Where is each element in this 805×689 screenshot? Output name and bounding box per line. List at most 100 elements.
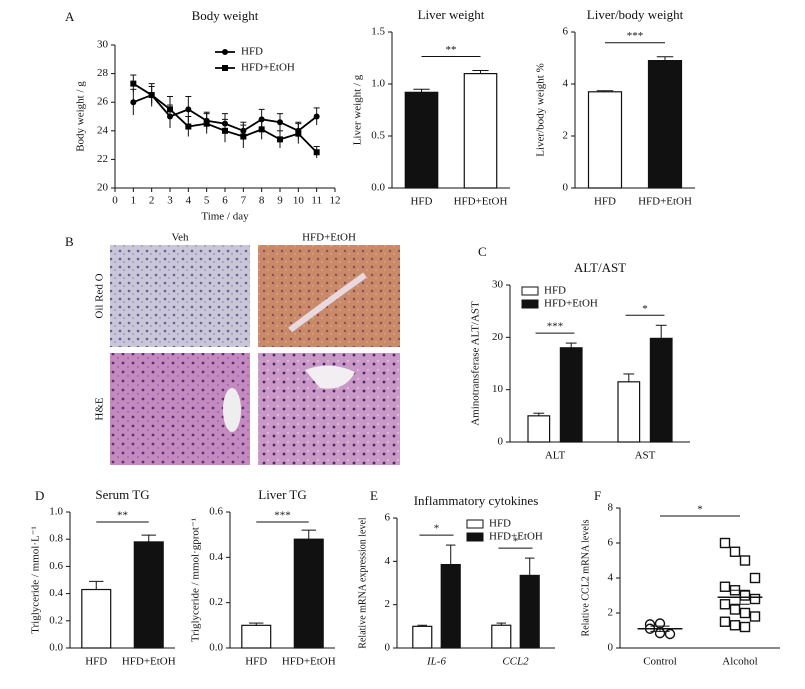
x-tick-label: HFD+EtOH — [122, 656, 176, 668]
chart-title: Inflammatory cytokines — [414, 493, 539, 508]
marker — [719, 581, 731, 592]
marker — [222, 49, 228, 55]
x-tick-label: 0 — [112, 195, 118, 207]
bar — [527, 415, 551, 443]
bar — [241, 624, 272, 649]
x-tick-label: 7 — [241, 195, 247, 207]
bar — [412, 625, 433, 649]
y-tick-label: 30 — [97, 39, 109, 51]
marker — [240, 133, 247, 140]
marker — [277, 136, 283, 143]
marker — [130, 99, 137, 106]
x-tick-label: 11 — [311, 195, 322, 207]
marker — [664, 628, 676, 640]
y-tick-label: 0.6 — [209, 506, 223, 518]
y-tick-label: 0.0 — [371, 182, 385, 194]
x-tick-label: 5 — [204, 195, 210, 207]
row-label: H&E — [94, 397, 106, 421]
panel-letter: B — [65, 234, 74, 249]
chart-title: Body weight — [192, 8, 259, 23]
vessel — [305, 365, 355, 389]
marker — [749, 611, 761, 622]
x-tick-label: 1 — [131, 195, 137, 207]
y-tick-label: 0.2 — [209, 596, 223, 608]
significance: * — [697, 504, 703, 516]
x-tick-label: 4 — [186, 195, 192, 207]
bar — [647, 59, 683, 189]
x-tick-label: CCL2 — [502, 656, 529, 668]
y-tick-label: 28 — [97, 67, 109, 79]
x-tick-label: ALT — [545, 450, 566, 462]
y-axis-label: Liver/body weight % — [535, 63, 547, 156]
y-axis-label: Body weight / g — [75, 81, 87, 152]
x-tick-label: Control — [643, 656, 677, 668]
x-tick-label: HFD+EtOH — [454, 196, 508, 208]
bar — [559, 347, 583, 443]
y-tick-label: 6 — [563, 26, 569, 38]
y-axis-label: Relative CCL2 mRNA levels — [580, 519, 591, 636]
x-tick-label: HFD — [594, 196, 616, 208]
y-tick-label: 1.5 — [371, 26, 385, 38]
bar — [649, 337, 673, 443]
marker — [719, 616, 731, 627]
y-axis-label: Aminotransferase ALT/AST — [470, 301, 482, 426]
panel-letter: F — [594, 488, 601, 503]
x-tick-label: AST — [635, 450, 656, 462]
marker — [313, 113, 320, 120]
image — [110, 245, 250, 347]
significance: *** — [274, 510, 291, 522]
x-tick-label: HFD+EtOH — [638, 196, 692, 208]
x-tick-label: 9 — [277, 195, 283, 207]
y-tick-label: 4 — [608, 572, 614, 584]
column-label: Veh — [171, 232, 189, 244]
marker — [185, 106, 192, 113]
chart-title: Liver TG — [258, 487, 307, 502]
y-tick-label: 2 — [563, 130, 569, 142]
row-label: Oil Red O — [94, 273, 106, 318]
marker — [749, 572, 761, 584]
y-tick-label: 0 — [563, 182, 569, 194]
y-tick-label: 0.5 — [371, 130, 385, 142]
column-label: HFD+EtOH — [302, 232, 356, 244]
y-tick-label: 0.2 — [49, 614, 63, 626]
bar — [81, 588, 112, 649]
chart-title: ALT/AST — [574, 260, 626, 275]
y-tick-label: 2 — [385, 598, 391, 610]
x-tick-label: 12 — [330, 195, 341, 207]
y-tick-label: 10 — [492, 383, 504, 395]
image — [258, 245, 400, 347]
y-tick-label: 26 — [97, 96, 109, 108]
y-tick-label: 6 — [608, 537, 614, 549]
y-axis-label: Relative mRNA expression level — [357, 517, 368, 649]
marker — [185, 123, 192, 130]
y-tick-label: 22 — [97, 153, 108, 165]
marker — [277, 119, 283, 126]
y-tick-label: 4 — [385, 555, 391, 567]
marker — [719, 537, 731, 549]
y-axis-label: Triglyceride / mmol·L⁻¹ — [30, 526, 42, 634]
legend-swatch — [521, 299, 539, 309]
y-tick-label: 30 — [492, 279, 504, 291]
y-tick-label: 6 — [385, 512, 391, 524]
x-tick-label: IL-6 — [426, 656, 446, 668]
significance: ** — [446, 44, 457, 56]
marker — [203, 120, 210, 127]
y-tick-label: 0.0 — [209, 642, 223, 654]
y-tick-label: 0.8 — [49, 533, 63, 545]
marker — [739, 607, 751, 619]
x-tick-label: HFD — [410, 196, 432, 208]
legend-swatch — [466, 532, 484, 542]
x-tick-label: HFD+EtOH — [282, 656, 336, 668]
y-tick-label: 0.0 — [49, 642, 63, 654]
chart-title: Liver weight — [418, 7, 485, 22]
x-tick-label: Alcohol — [722, 656, 757, 668]
marker — [222, 127, 228, 134]
marker — [729, 546, 741, 557]
chart-title: Liver/body weight — [587, 7, 684, 22]
marker — [313, 149, 320, 156]
x-tick-label: 8 — [259, 195, 265, 207]
significance: * — [513, 536, 519, 548]
marker — [148, 92, 155, 99]
x-tick-label: 10 — [293, 195, 305, 207]
legend-label: HFD — [544, 285, 566, 297]
